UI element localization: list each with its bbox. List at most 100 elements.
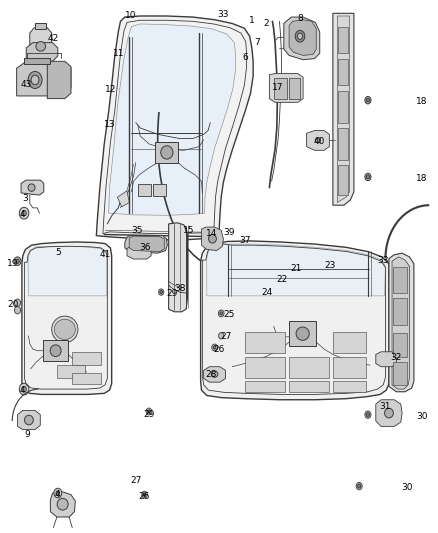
Text: 26: 26: [213, 345, 225, 353]
Text: 9: 9: [24, 430, 30, 439]
Ellipse shape: [356, 482, 362, 490]
Ellipse shape: [16, 259, 19, 263]
Ellipse shape: [365, 411, 371, 418]
Text: 36: 36: [139, 244, 150, 252]
Ellipse shape: [365, 96, 371, 104]
Polygon shape: [201, 241, 389, 400]
Ellipse shape: [54, 319, 75, 340]
Bar: [338, 27, 348, 53]
Polygon shape: [28, 246, 107, 296]
Ellipse shape: [28, 71, 42, 88]
Text: 5: 5: [55, 248, 61, 256]
Polygon shape: [50, 491, 75, 517]
Polygon shape: [284, 17, 320, 60]
Text: 19: 19: [7, 260, 19, 268]
Bar: [393, 362, 407, 385]
Text: 21: 21: [291, 264, 302, 272]
Bar: [43, 340, 68, 361]
Ellipse shape: [148, 410, 150, 413]
Bar: [333, 381, 366, 392]
Text: 8: 8: [297, 14, 303, 23]
Polygon shape: [289, 20, 316, 55]
Bar: [153, 184, 166, 196]
Polygon shape: [337, 16, 350, 203]
Text: 13: 13: [104, 120, 115, 128]
Polygon shape: [125, 236, 167, 253]
Ellipse shape: [211, 371, 218, 377]
Ellipse shape: [208, 235, 216, 243]
Polygon shape: [392, 257, 410, 389]
Text: 27: 27: [130, 477, 141, 485]
Ellipse shape: [366, 175, 369, 179]
Ellipse shape: [14, 299, 21, 306]
Bar: [338, 91, 348, 123]
Text: 14: 14: [206, 230, 217, 238]
Text: 6: 6: [242, 53, 248, 61]
Text: 31: 31: [379, 402, 390, 410]
Text: 38: 38: [174, 285, 185, 293]
Bar: [333, 332, 366, 353]
Bar: [24, 58, 50, 64]
Text: 4: 4: [55, 490, 60, 499]
Bar: [138, 184, 151, 196]
Text: 4: 4: [20, 386, 25, 394]
Bar: [393, 266, 407, 293]
Polygon shape: [21, 180, 44, 195]
Ellipse shape: [296, 327, 309, 341]
Ellipse shape: [143, 493, 146, 496]
Text: 20: 20: [7, 301, 19, 309]
Bar: [338, 59, 348, 85]
Polygon shape: [204, 367, 226, 382]
Text: 17: 17: [272, 83, 283, 92]
Ellipse shape: [315, 138, 321, 143]
Bar: [338, 165, 348, 195]
Text: 2: 2: [263, 19, 268, 28]
Ellipse shape: [219, 333, 224, 339]
Ellipse shape: [366, 413, 369, 417]
Text: 4: 4: [20, 210, 25, 219]
Ellipse shape: [218, 310, 224, 317]
Ellipse shape: [56, 491, 60, 495]
Text: 32: 32: [391, 353, 402, 361]
Ellipse shape: [54, 488, 62, 498]
Bar: [72, 373, 101, 384]
Polygon shape: [18, 410, 40, 430]
Text: 7: 7: [254, 38, 260, 46]
Polygon shape: [201, 227, 223, 251]
Text: 18: 18: [416, 174, 427, 183]
Polygon shape: [30, 28, 52, 54]
Polygon shape: [117, 191, 129, 207]
Ellipse shape: [57, 498, 68, 510]
Text: 42: 42: [48, 35, 59, 43]
Ellipse shape: [385, 408, 393, 418]
Polygon shape: [307, 131, 329, 150]
Text: 27: 27: [221, 333, 232, 341]
Ellipse shape: [142, 491, 148, 498]
Ellipse shape: [19, 383, 29, 395]
Ellipse shape: [357, 484, 360, 488]
Ellipse shape: [212, 344, 217, 351]
Text: 1: 1: [249, 16, 255, 25]
Ellipse shape: [50, 345, 61, 357]
Text: 23: 23: [324, 261, 336, 270]
Polygon shape: [109, 24, 236, 215]
Ellipse shape: [22, 386, 26, 392]
Text: 26: 26: [139, 492, 150, 501]
Ellipse shape: [52, 316, 78, 343]
Bar: [289, 78, 300, 99]
Bar: [274, 78, 287, 99]
Text: 33: 33: [218, 11, 229, 19]
Text: 43: 43: [21, 80, 32, 88]
Text: 39: 39: [223, 228, 235, 237]
Bar: [57, 365, 85, 378]
Bar: [289, 321, 316, 346]
Ellipse shape: [297, 33, 303, 39]
Polygon shape: [376, 400, 402, 426]
Text: 30: 30: [416, 413, 427, 421]
Bar: [289, 381, 328, 392]
Ellipse shape: [25, 415, 33, 425]
Text: 37: 37: [240, 237, 251, 245]
Ellipse shape: [220, 312, 223, 315]
Text: 11: 11: [113, 49, 125, 58]
Bar: [155, 142, 178, 163]
